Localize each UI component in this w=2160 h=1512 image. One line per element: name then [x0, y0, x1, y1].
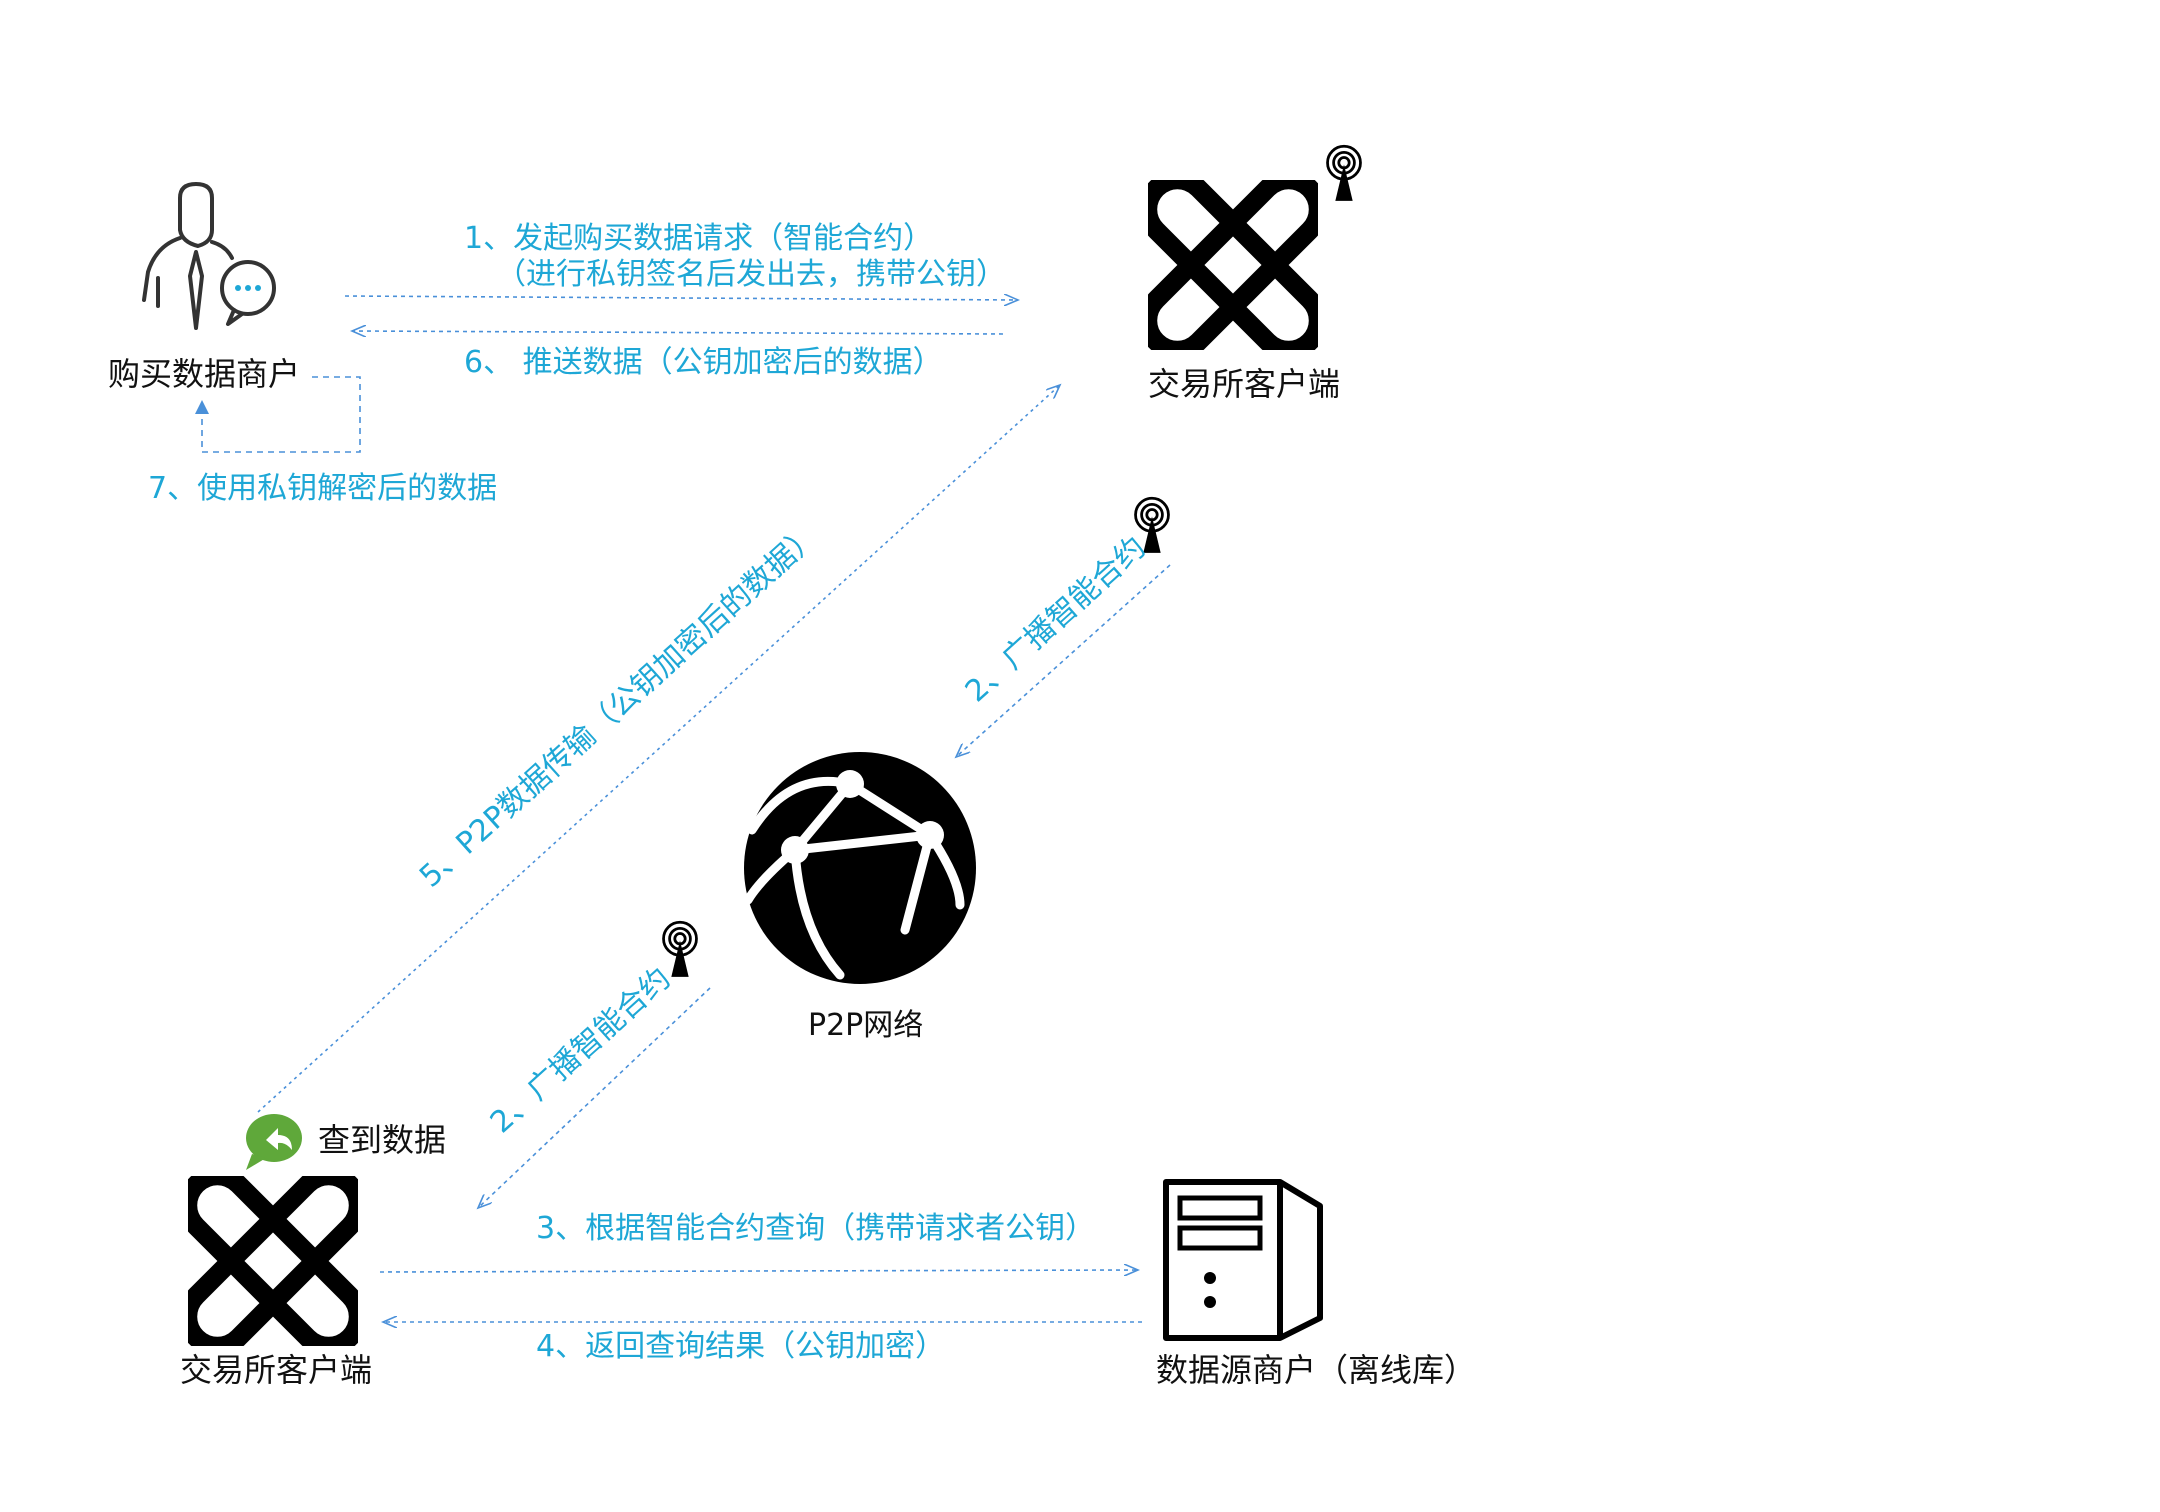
step6-label: 6、 推送数据（公钥加密后的数据）	[464, 345, 943, 380]
buyer-person-chat-icon	[142, 182, 276, 330]
arrow-step5-p2p	[257, 385, 1060, 1113]
exchange-x-logo-icon	[175, 1163, 370, 1358]
step4-label: 4、返回查询结果（公钥加密）	[536, 1329, 946, 1364]
step7-label: 7、使用私钥解密后的数据	[148, 471, 498, 506]
arrows	[201, 296, 1171, 1322]
arrow-step7-decrypt	[201, 376, 361, 453]
server-tower-icon	[1163, 1179, 1323, 1341]
antenna-icon	[1326, 144, 1362, 203]
exchange-top-label: 交易所客户端	[1148, 365, 1341, 403]
buyer-label: 购买数据商户	[108, 355, 301, 393]
arrow-step1-request	[344, 296, 1018, 300]
step3-label: 3、根据智能合约查询（携带请求者公钥）	[536, 1211, 1096, 1246]
step1-sublabel: （进行私钥签名后发出去，携带公钥）	[496, 257, 1006, 292]
arrow-step6-push	[352, 331, 1004, 334]
exchange-x-logo-icon	[1135, 167, 1330, 362]
found-data-label: 查到数据	[318, 1121, 447, 1159]
source-label: 数据源商户（离线库）	[1156, 1351, 1477, 1389]
arrow-step3-query	[379, 1270, 1138, 1272]
arrow-step7-head	[195, 400, 209, 414]
green-reply-bubble-icon	[246, 1114, 302, 1170]
globe-network-icon	[743, 752, 976, 984]
step1-label: 1、发起购买数据请求（智能合约）	[464, 221, 934, 256]
arrow-step2-bottom	[478, 987, 711, 1208]
network-label: P2P网络	[808, 1008, 924, 1043]
exchange-bottom-label: 交易所客户端	[180, 1351, 373, 1389]
